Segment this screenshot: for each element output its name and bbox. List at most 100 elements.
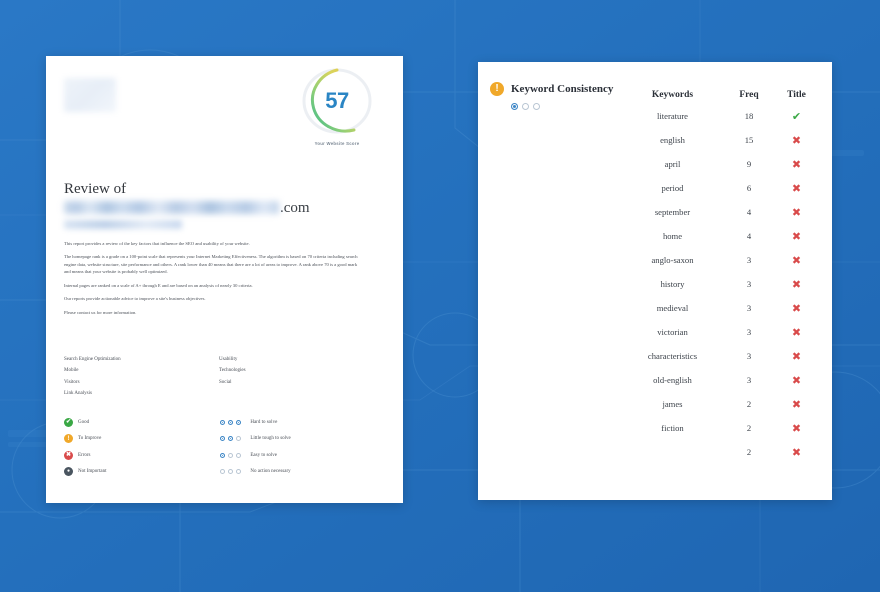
difficulty-dots bbox=[220, 436, 243, 442]
cell-keyword: james bbox=[662, 399, 683, 409]
cross-icon: ✖ bbox=[791, 373, 802, 387]
cell-freq: 15 bbox=[744, 135, 754, 145]
keyword-title-row: ! Keyword Consistency bbox=[490, 82, 650, 96]
cell-keyword: literature bbox=[656, 111, 688, 121]
keyword-card-header: ! Keyword Consistency bbox=[490, 82, 650, 110]
legend-label: To Improve bbox=[78, 436, 102, 442]
cell-title: ✖ bbox=[773, 368, 820, 392]
cell-title: ✖ bbox=[773, 176, 820, 200]
category-item[interactable]: Technologies bbox=[219, 368, 246, 374]
table-row: 2 ✖ bbox=[620, 440, 820, 464]
difficulty-dot bbox=[522, 103, 529, 110]
cell-freq: 18 bbox=[744, 111, 754, 121]
category-item[interactable]: Search Engine Optimization bbox=[64, 357, 121, 362]
cross-icon: ✖ bbox=[791, 205, 802, 219]
cell-freq: 3 bbox=[746, 303, 752, 313]
table-row: old-english 3 ✖ bbox=[620, 368, 820, 392]
domain-name-blurred bbox=[64, 201, 279, 215]
cross-icon: ✖ bbox=[791, 421, 802, 435]
cell-freq: 4 bbox=[746, 207, 752, 217]
cross-icon: ✖ bbox=[791, 397, 802, 411]
table-row: medieval 3 ✖ bbox=[620, 296, 820, 320]
cell-freq: 3 bbox=[746, 279, 752, 289]
legend-item-to-improve: ! To Improve bbox=[64, 431, 220, 448]
table-row: victorian 3 ✖ bbox=[620, 320, 820, 344]
column-header-freq[interactable]: Freq bbox=[739, 90, 759, 100]
cross-icon: ✖ bbox=[791, 133, 802, 147]
domain-tld: .com bbox=[280, 200, 310, 217]
difficulty-dot bbox=[227, 469, 233, 475]
difficulty-dot bbox=[220, 469, 226, 475]
difficulty-dots bbox=[220, 452, 243, 458]
cross-icon: ✖ bbox=[791, 301, 802, 315]
keyword-consistency-card: ! Keyword Consistency Keywords Freq Titl… bbox=[478, 62, 832, 500]
difficulty-dot bbox=[227, 452, 233, 458]
cell-keyword: victorian bbox=[657, 327, 688, 337]
cell-keyword: medieval bbox=[656, 303, 689, 313]
cell-keyword: history bbox=[660, 279, 685, 289]
cell-freq: 4 bbox=[746, 231, 752, 241]
table-row: september 4 ✖ bbox=[620, 200, 820, 224]
legend-label: Hard to solve bbox=[250, 419, 278, 425]
paragraph: This report provides a review of the key… bbox=[64, 241, 250, 246]
score-gauge-ring: 57 bbox=[298, 64, 376, 138]
cross-icon: ✖ bbox=[791, 325, 802, 339]
dot-circle-icon: ● bbox=[64, 467, 73, 477]
category-item[interactable]: Social bbox=[219, 379, 232, 385]
legend-label: Little tough to solve bbox=[250, 436, 291, 442]
category-item[interactable]: Usability bbox=[219, 357, 238, 362]
legend-item-easy-to-solve: Easy to solve bbox=[220, 447, 376, 464]
legend-label: No action necessary bbox=[250, 469, 291, 475]
gauge-arc-svg bbox=[302, 68, 372, 134]
table-row: history 3 ✖ bbox=[620, 272, 820, 296]
check-circle-icon: ✔ bbox=[64, 417, 73, 427]
cell-title: ✔ bbox=[773, 104, 820, 128]
table-head: Keywords Freq Title bbox=[620, 90, 820, 104]
paragraph: Please contact us for more information. bbox=[64, 309, 137, 315]
table-row: fiction 2 ✖ bbox=[620, 416, 820, 440]
cell-freq: 3 bbox=[746, 327, 752, 337]
page-title: Review of bbox=[64, 181, 127, 197]
cell-title: ✖ bbox=[773, 272, 820, 296]
legend-status-column: ✔ Good ! To Improve ✖ Errors ● Not Impor… bbox=[64, 414, 220, 480]
cell-keyword: home bbox=[662, 231, 683, 241]
column-header-keywords[interactable]: Keywords bbox=[651, 90, 694, 100]
cell-keyword bbox=[620, 440, 725, 464]
cell-title: ✖ bbox=[773, 344, 820, 368]
keyword-difficulty-dots bbox=[511, 103, 650, 110]
subdomain-blurred bbox=[64, 220, 182, 230]
table-row: characteristics 3 ✖ bbox=[620, 344, 820, 368]
category-column-right: Usability Technologies Social bbox=[219, 354, 374, 399]
cell-keyword: characteristics bbox=[647, 351, 698, 361]
difficulty-dots bbox=[220, 419, 243, 425]
review-domain-line: .com bbox=[64, 199, 384, 217]
difficulty-dot bbox=[227, 419, 233, 425]
cell-keyword: april bbox=[664, 159, 681, 169]
category-item[interactable]: Mobile bbox=[64, 368, 79, 374]
table-row: home 4 ✖ bbox=[620, 224, 820, 248]
legend-label: Not Important bbox=[78, 469, 107, 475]
column-header-title[interactable]: Title bbox=[787, 90, 806, 100]
cell-title: ✖ bbox=[773, 440, 820, 464]
report-legend: ✔ Good ! To Improve ✖ Errors ● Not Impor… bbox=[64, 414, 376, 480]
paragraph: Internal pages are ranked on a scale of … bbox=[64, 282, 253, 288]
category-item[interactable]: Visitors bbox=[64, 379, 80, 385]
cross-icon: ✖ bbox=[791, 157, 802, 171]
legend-difficulty-column: Hard to solve Little tough to solve Easy… bbox=[220, 414, 376, 480]
cell-keyword: old-english bbox=[653, 375, 692, 385]
difficulty-dot bbox=[235, 436, 241, 442]
report-category-list: Search Engine Optimization Mobile Visito… bbox=[64, 354, 374, 399]
cross-icon: ✖ bbox=[791, 445, 802, 459]
website-score-gauge: 57 Your Website Score bbox=[289, 64, 385, 146]
category-item[interactable]: Link Analysis bbox=[64, 390, 92, 396]
difficulty-dot bbox=[220, 436, 226, 442]
legend-item-no-action-necessary: No action necessary bbox=[220, 464, 376, 481]
difficulty-dot bbox=[235, 452, 241, 458]
times-circle-icon: ✖ bbox=[64, 450, 73, 460]
table-row: james 2 ✖ bbox=[620, 392, 820, 416]
cell-title: ✖ bbox=[773, 248, 820, 272]
keyword-card-title: Keyword Consistency bbox=[511, 83, 614, 95]
cell-title: ✖ bbox=[773, 416, 820, 440]
exclamation-circle-icon: ! bbox=[490, 82, 504, 96]
cell-freq: 3 bbox=[746, 375, 752, 385]
